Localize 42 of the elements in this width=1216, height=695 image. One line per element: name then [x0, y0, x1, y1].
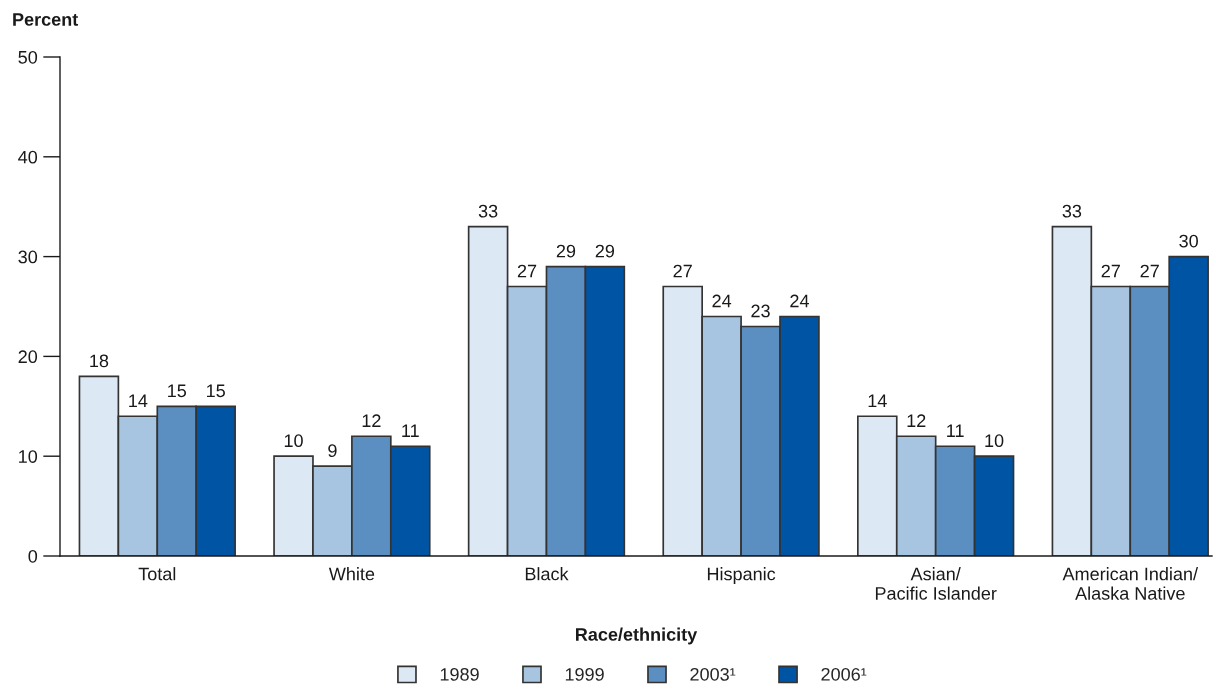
- legend-label: 1999: [565, 667, 604, 681]
- data-label: 10: [985, 434, 1004, 448]
- data-label: 27: [1140, 264, 1159, 278]
- legend-label: 1989: [440, 667, 479, 681]
- data-label: 30: [1179, 234, 1198, 248]
- data-label: 27: [673, 264, 692, 278]
- data-label: 10: [284, 434, 303, 448]
- data-label: 29: [595, 244, 615, 258]
- data-label: 33: [1062, 204, 1082, 218]
- y-tick-label: 50: [18, 50, 38, 64]
- data-label: 24: [712, 294, 732, 308]
- x-tick-label: American Indian/ Alaska Native: [1062, 567, 1199, 600]
- x-tick-label: Black: [525, 567, 569, 581]
- x-axis-title: Race/ethnicity: [576, 627, 698, 645]
- data-label: 11: [947, 424, 964, 437]
- data-label: 12: [907, 414, 926, 427]
- data-label: 23: [751, 304, 770, 318]
- data-label: 14: [129, 394, 148, 407]
- data-label: 33: [478, 204, 498, 218]
- x-tick-label: White: [328, 567, 375, 581]
- data-label: 12: [362, 414, 381, 427]
- x-tick-label: Hispanic: [707, 567, 776, 584]
- y-tick-label: 0: [28, 549, 38, 563]
- data-label: 15: [168, 384, 187, 398]
- data-label: 29: [556, 244, 576, 258]
- data-label: 15: [207, 384, 225, 398]
- y-axis-title: Percent: [13, 13, 79, 26]
- y-tick-label: 40: [18, 150, 38, 164]
- data-label: 9: [328, 444, 337, 458]
- x-tick-label: Total: [138, 567, 176, 581]
- y-tick-label: 10: [19, 450, 38, 463]
- y-tick-label: 20: [18, 350, 38, 364]
- legend-label: 2003¹: [690, 667, 736, 681]
- y-tick-label: 30: [18, 250, 38, 264]
- data-label: 27: [1101, 264, 1120, 278]
- data-label: 27: [517, 264, 537, 278]
- data-label: 18: [90, 354, 109, 368]
- data-label: 24: [790, 294, 809, 308]
- legend-label: 2006¹: [821, 667, 867, 681]
- data-label: 11: [402, 424, 419, 437]
- x-tick-label: Asian/ Pacific Islander: [875, 567, 997, 600]
- data-label: 14: [868, 394, 887, 407]
